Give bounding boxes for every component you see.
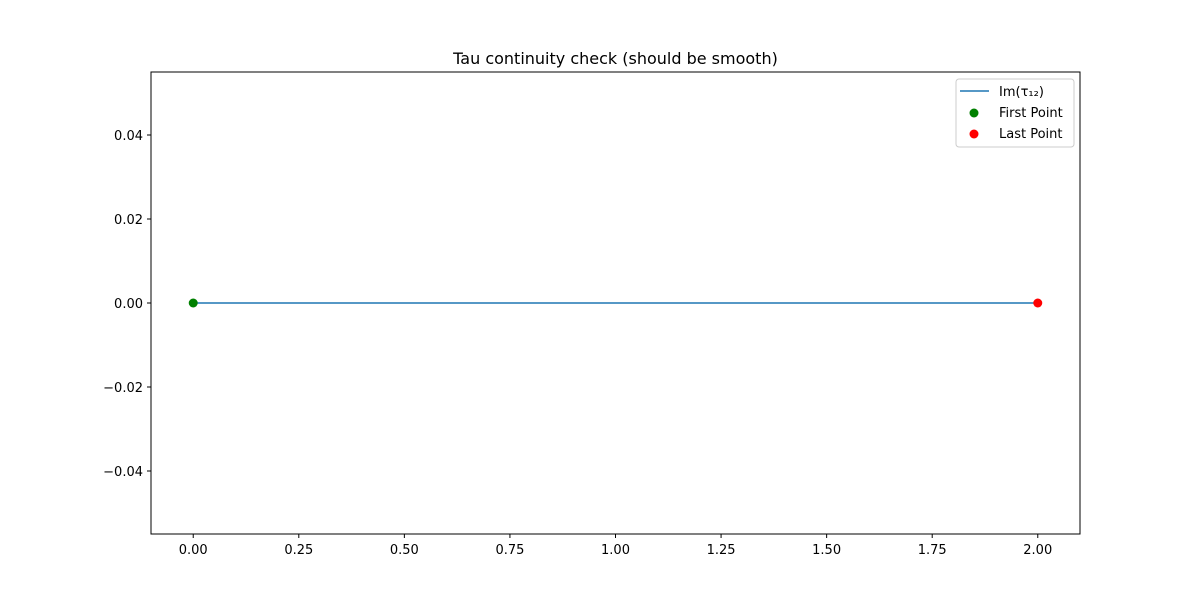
scatter-point	[188, 298, 198, 308]
legend-swatch-marker	[969, 129, 979, 139]
legend-label: Last Point	[999, 127, 1063, 142]
x-tick-label: 1.00	[601, 543, 630, 558]
x-tick-label: 1.75	[918, 543, 947, 558]
legend: Im(τ₁₂) First Point Last Point	[955, 78, 1075, 148]
legend-label: Im(τ₁₂)	[999, 85, 1044, 100]
x-tick-label: 2.00	[1023, 543, 1052, 558]
chart-title: Tau continuity check (should be smooth)	[452, 49, 778, 68]
y-tick-label: 0.02	[114, 213, 143, 228]
legend-swatch-marker	[969, 108, 979, 118]
y-tick-label: 0.04	[114, 129, 143, 144]
x-tick-label: 1.50	[812, 543, 841, 558]
plot-area	[188, 298, 1043, 308]
y-axis: 0.04 0.02 0.00 −0.02 −0.04	[103, 129, 151, 480]
legend-label: First Point	[999, 106, 1063, 121]
x-tick-label: 0.00	[179, 543, 208, 558]
y-tick-label: 0.00	[114, 297, 143, 312]
x-tick-label: 0.75	[495, 543, 524, 558]
x-axis: 0.00 0.25 0.50 0.75 1.00 1.25 1.50 1.75 2.00	[179, 534, 1052, 558]
y-tick-label: −0.04	[103, 465, 143, 480]
scatter-point	[1033, 298, 1043, 308]
x-tick-label: 0.50	[390, 543, 419, 558]
x-tick-label: 0.25	[284, 543, 313, 558]
legend-box	[955, 78, 1075, 148]
y-tick-label: −0.02	[103, 381, 143, 396]
x-tick-label: 1.25	[707, 543, 736, 558]
